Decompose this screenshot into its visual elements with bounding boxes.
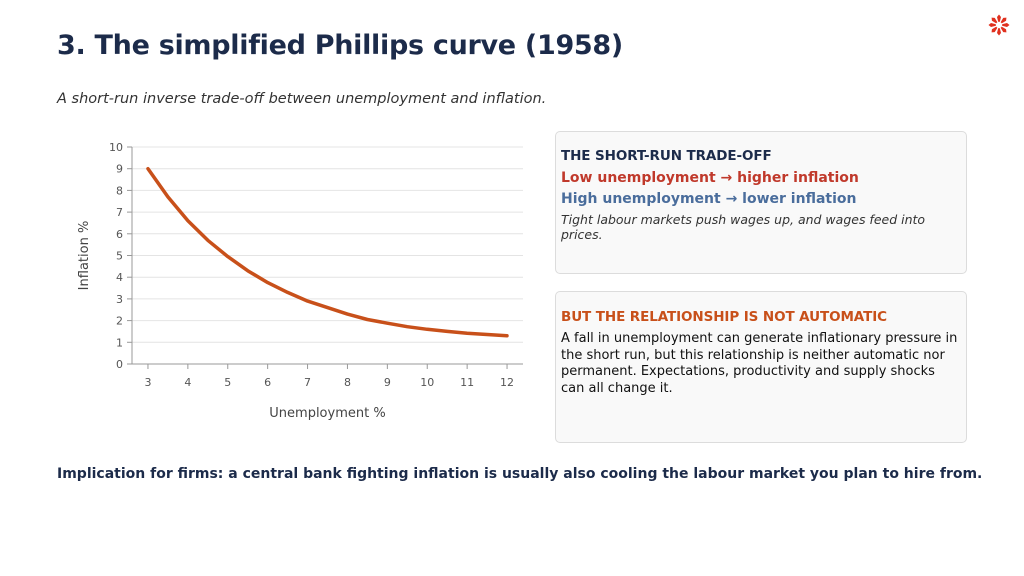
y-tick-label: 0: [116, 358, 123, 371]
x-tick-label: 8: [344, 376, 351, 389]
phillips-curve-line: [146, 166, 509, 338]
x-tick-label: 11: [460, 376, 474, 389]
card-heading: THE SHORT-RUN TRADE-OFF: [561, 148, 772, 164]
card-note: Tight labour markets push wages up, and …: [561, 212, 926, 242]
x-tick-label: 12: [500, 376, 514, 389]
y-tick-label: 6: [116, 228, 123, 241]
card-body: A fall in unemployment can generate infl…: [561, 331, 958, 396]
y-tick-label: 4: [116, 271, 123, 284]
chart-axes: [127, 146, 523, 369]
high-unemployment-line: High unemployment → lower inflation: [561, 191, 857, 207]
x-tick-label: 9: [384, 376, 391, 389]
logo-petal: [997, 14, 1001, 25]
y-tick-label: 1: [116, 336, 123, 349]
page-subtitle: A short-run inverse trade-off between un…: [57, 91, 547, 107]
y-tick-label: 10: [109, 141, 123, 154]
page-title: 3. The simplified Phillips curve (1958): [57, 30, 623, 61]
x-axis-title: Unemployment %: [269, 406, 385, 421]
star-burst-logo-icon: [988, 14, 1010, 36]
not-automatic-card: BUT THE RELATIONSHIP IS NOT AUTOMATIC A …: [555, 291, 967, 443]
x-tick-label: 7: [304, 376, 311, 389]
x-tick-label: 5: [224, 376, 231, 389]
card-heading: BUT THE RELATIONSHIP IS NOT AUTOMATIC: [561, 309, 887, 325]
y-tick-label: 2: [116, 315, 123, 328]
x-tick-label: 3: [144, 376, 151, 389]
x-tick-label: 4: [184, 376, 191, 389]
low-unemployment-line: Low unemployment → higher inflation: [561, 170, 859, 186]
y-tick-label: 8: [116, 184, 123, 197]
chart-series: [146, 166, 509, 338]
y-tick-label: 7: [116, 206, 123, 219]
logo-petal: [999, 23, 1010, 27]
y-tick-label: 3: [116, 293, 123, 306]
chart-grid: [132, 146, 523, 365]
implication-text: Implication for firms: a central bank fi…: [57, 466, 983, 482]
x-tick-label: 10: [420, 376, 434, 389]
x-tick-label: 6: [264, 376, 271, 389]
y-tick-label: 5: [116, 250, 123, 263]
y-tick-label: 9: [116, 163, 123, 176]
logo-petal: [997, 25, 1001, 36]
y-axis-title: Inflation %: [77, 221, 92, 291]
short-run-tradeoff-card: THE SHORT-RUN TRADE-OFF Low unemployment…: [555, 131, 967, 274]
logo-petal: [988, 23, 999, 27]
